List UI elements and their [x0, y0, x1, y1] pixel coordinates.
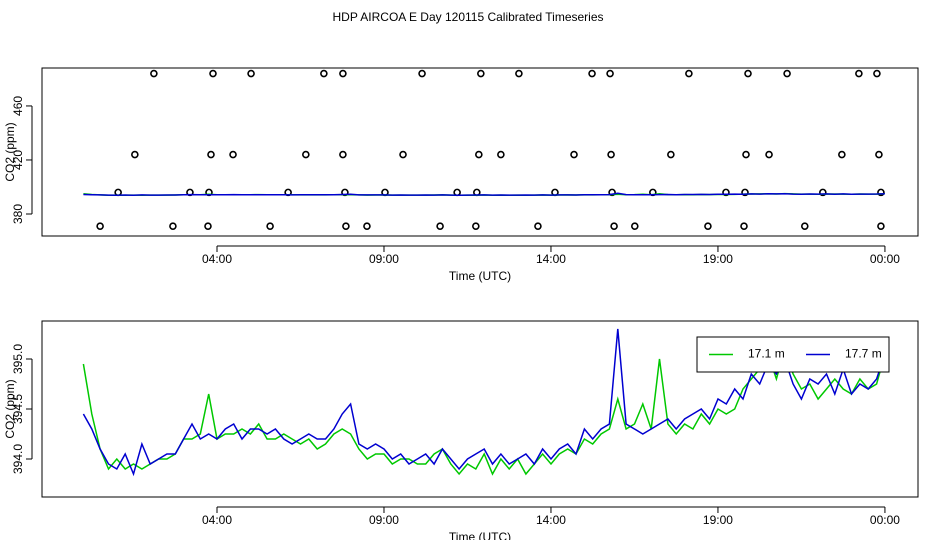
data-point: [606, 69, 614, 78]
data-point: [877, 222, 885, 230]
data-point: [472, 222, 480, 230]
plot-box: [41, 67, 919, 237]
x-tick-label: 00:00: [870, 513, 900, 527]
x-tick-label: 00:00: [870, 252, 900, 266]
data-point: [320, 69, 328, 78]
data-point: [630, 222, 639, 230]
overview-line: [83, 192, 885, 197]
y-tick-label: 420: [11, 150, 25, 170]
y-axis-label: CO2 (ppm): [3, 122, 17, 181]
data-point: [742, 150, 750, 159]
data-point: [685, 69, 693, 78]
data-point: [207, 150, 215, 159]
data-point: [873, 69, 881, 78]
plot-box: [41, 320, 919, 498]
data-point: [610, 222, 618, 230]
data-point: [704, 222, 712, 230]
data-point: [169, 222, 177, 230]
x-tick-label: 14:00: [536, 252, 566, 266]
data-point: [150, 69, 158, 78]
data-point: [342, 222, 350, 230]
data-point: [363, 222, 371, 230]
x-tick-label: 04:00: [202, 513, 232, 527]
y-tick-label: 460: [11, 96, 25, 116]
data-point: [477, 69, 485, 78]
data-point: [608, 188, 616, 197]
data-point: [96, 222, 104, 230]
y-tick-label: 380: [11, 204, 25, 224]
data-point: [497, 150, 505, 159]
data-point: [783, 69, 791, 78]
legend-label: 17.7 m: [845, 347, 882, 361]
data-point: [302, 150, 310, 159]
data-point: [204, 222, 212, 230]
data-point: [131, 150, 139, 159]
y-tick-label: 394.0: [11, 444, 25, 474]
data-point: [588, 69, 596, 78]
data-point: [607, 150, 615, 159]
data-point: [209, 69, 217, 78]
data-point: [838, 150, 846, 159]
data-point: [765, 150, 773, 159]
data-point: [399, 150, 407, 159]
data-point: [667, 150, 675, 159]
data-point: [515, 69, 523, 78]
data-point: [722, 188, 730, 197]
page-title: HDP AIRCOA E Day 120115 Calibrated Times…: [332, 10, 603, 24]
data-point: [247, 69, 255, 78]
x-axis-label: Time (UTC): [449, 530, 511, 540]
data-point: [339, 69, 347, 78]
y-axis-label: CO2 (ppm): [3, 379, 17, 438]
x-tick-label: 19:00: [703, 513, 733, 527]
data-point: [534, 222, 542, 230]
x-axis-label: Time (UTC): [449, 269, 511, 283]
data-point: [819, 188, 827, 197]
x-tick-label: 19:00: [703, 252, 733, 266]
legend-label: 17.1 m: [748, 347, 785, 361]
series-line: [82, 328, 886, 477]
x-tick-label: 09:00: [369, 513, 399, 527]
data-point: [436, 222, 444, 230]
data-point: [800, 222, 809, 230]
y-tick-label: 394.5: [11, 394, 25, 424]
data-point: [475, 150, 483, 159]
x-tick-label: 09:00: [369, 252, 399, 266]
data-point: [740, 222, 748, 230]
x-tick-label: 04:00: [202, 252, 232, 266]
data-point: [266, 222, 274, 230]
data-point: [855, 69, 863, 78]
data-point: [741, 188, 749, 197]
data-point: [418, 69, 426, 78]
data-point: [744, 69, 752, 78]
data-point: [339, 150, 347, 159]
y-tick-label: 395.0: [11, 344, 25, 374]
data-point: [875, 150, 883, 159]
x-tick-label: 14:00: [536, 513, 566, 527]
data-point: [570, 150, 578, 159]
data-point: [877, 188, 885, 197]
data-point: [229, 150, 237, 159]
